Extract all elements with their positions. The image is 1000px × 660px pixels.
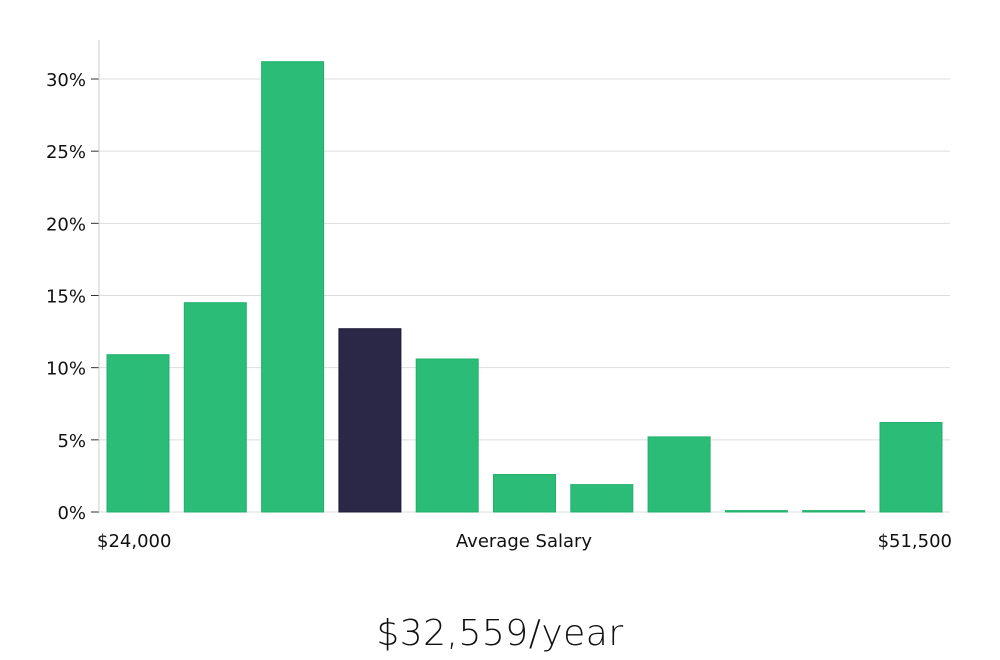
bar: [106, 354, 170, 513]
bar: [647, 436, 711, 513]
bars: [106, 61, 943, 513]
bar: [724, 510, 788, 513]
average-salary-value: $32,559/year: [376, 613, 624, 654]
y-tick-label: 10%: [46, 359, 86, 380]
y-tick-label: 15%: [46, 287, 86, 308]
bar: [493, 474, 556, 513]
bar: [183, 302, 247, 513]
y-tick-label: 25%: [46, 142, 86, 163]
x-min-label: $24,000: [97, 531, 171, 552]
y-tick-label: 0%: [57, 503, 86, 524]
y-tick-label: 20%: [46, 214, 86, 235]
bar: [570, 484, 634, 513]
bar: [261, 61, 325, 513]
bar: [415, 358, 479, 513]
bar: [802, 510, 866, 513]
x-axis-title: Average Salary: [456, 531, 593, 552]
y-tick-label: 30%: [46, 70, 86, 91]
y-tick-label: 5%: [57, 431, 86, 452]
y-axis-ticks: 0% 5% 10% 15% 20% 25% 30%: [46, 70, 99, 524]
x-max-label: $51,500: [878, 531, 952, 552]
bar-highlight: [338, 328, 402, 513]
bar: [879, 422, 943, 513]
